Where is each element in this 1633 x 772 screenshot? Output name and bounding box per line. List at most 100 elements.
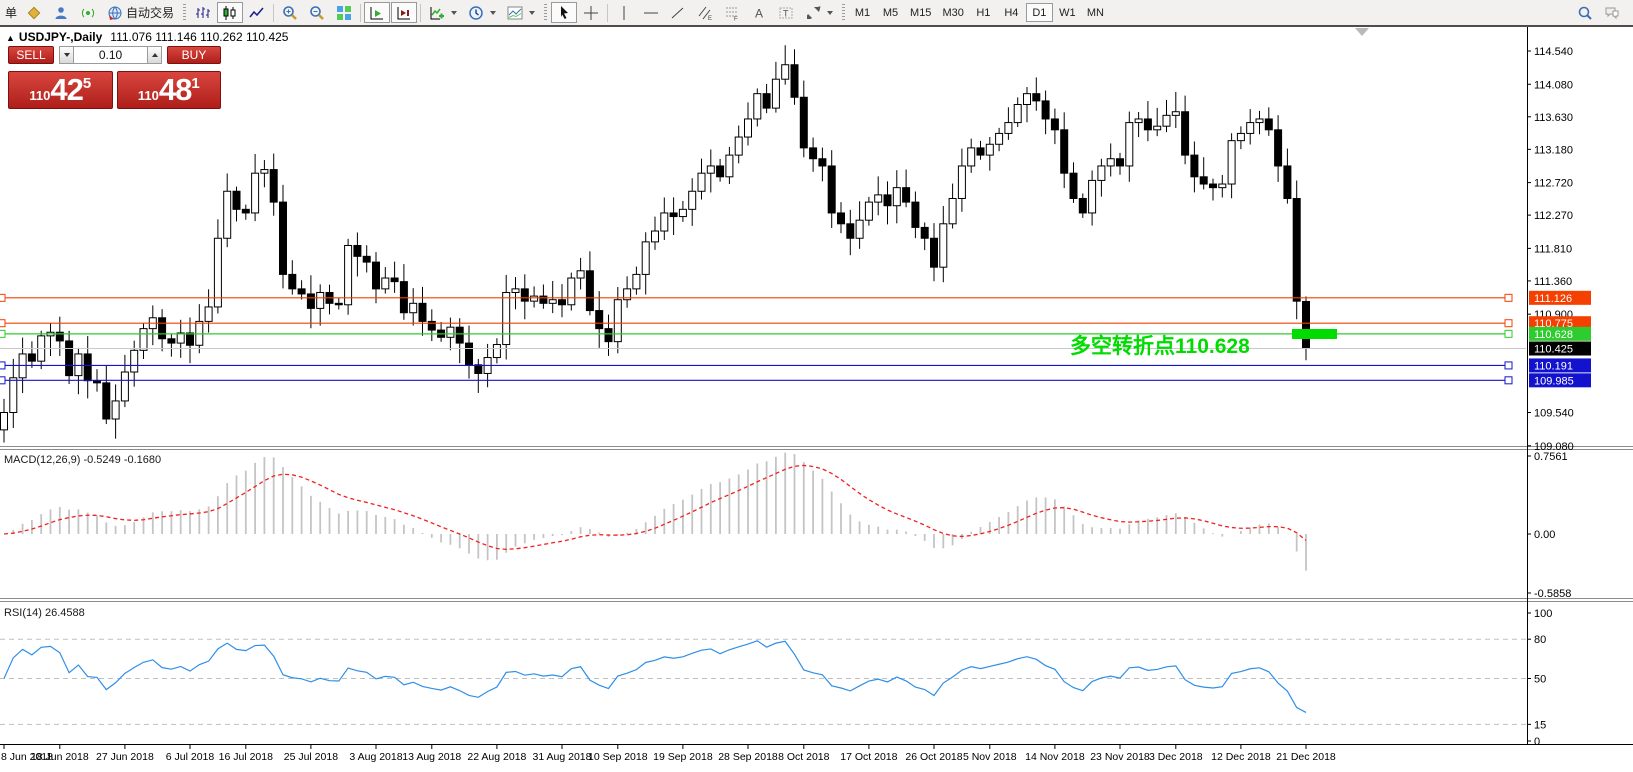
timeframe-h4-button[interactable]: H4 <box>998 3 1025 22</box>
green-rectangle-object[interactable] <box>1292 329 1337 339</box>
price-tag <box>1529 341 1591 356</box>
vertical-line-icon <box>616 5 632 21</box>
buy-price-pips: 48 <box>158 72 192 107</box>
auto-scroll-button[interactable] <box>364 2 391 23</box>
timeframe-m15-button[interactable]: M15 <box>905 3 936 22</box>
price-axis-tick: 111.810 <box>1534 243 1572 255</box>
toolbar-grip[interactable] <box>183 3 187 22</box>
text-tool-button[interactable]: A <box>746 2 772 23</box>
svg-text:T: T <box>783 8 789 18</box>
text-label-tool-button[interactable]: T <box>773 2 799 23</box>
chat-button[interactable] <box>1599 2 1625 23</box>
toolbar-grip[interactable] <box>544 3 548 22</box>
dropdown-arrow-icon <box>490 11 497 18</box>
clock-icon <box>468 5 484 21</box>
svg-text:15: 15 <box>1534 719 1546 731</box>
date-axis-label: 17 Oct 2018 <box>840 751 897 763</box>
timeframe-w1-button[interactable]: W1 <box>1054 3 1081 22</box>
chart-canvas[interactable]: 114.540 114.080 113.630 113.180 112.720 112.2… <box>0 27 1633 772</box>
channel-tool-button[interactable]: E <box>692 2 718 23</box>
buy-button[interactable]: BUY <box>167 46 221 64</box>
dropdown-arrow-icon <box>529 11 536 18</box>
date-axis-label: 3 Aug 2018 <box>349 751 402 763</box>
spinner-down-icon <box>63 53 70 60</box>
cursor-button[interactable] <box>551 2 578 23</box>
symbol-marker-icon: ▲ <box>6 33 15 43</box>
auto-scroll-icon <box>369 5 385 21</box>
toolbar: 单 自动交易 E F A T M1 M5 M15 M30 H1 H4 D1 W1… <box>0 0 1633 27</box>
horizontal-line-icon <box>643 5 659 21</box>
timeframe-h1-button[interactable]: H1 <box>970 3 997 22</box>
new-order-button[interactable]: 单 <box>5 6 18 20</box>
person-icon <box>53 5 69 21</box>
pivot-annotation-text[interactable]: 多空转折点110.628 <box>1070 335 1250 358</box>
sell-button[interactable]: SELL <box>8 46 54 64</box>
rsi-indicator-label: RSI(14) 26.4588 <box>4 607 85 619</box>
trendline-tool-button[interactable] <box>665 2 691 23</box>
templates-button[interactable] <box>502 2 540 23</box>
timeframe-d1-button[interactable]: D1 <box>1025 3 1053 22</box>
svg-text:50: 50 <box>1534 674 1546 686</box>
svg-text:-0.5858: -0.5858 <box>1534 588 1571 600</box>
buy-price-button[interactable]: 110 48 1 <box>116 71 221 109</box>
equidistant-channel-icon: E <box>697 5 713 21</box>
arrows-tool-button[interactable] <box>800 2 838 23</box>
ohlc-bars-icon <box>195 5 211 21</box>
level-lines-layer[interactable] <box>0 293 1513 385</box>
search-button[interactable] <box>1572 2 1598 23</box>
trendline-icon <box>670 5 686 21</box>
timeframe-m1-button[interactable]: M1 <box>849 3 876 22</box>
date-axis-label: 28 Sep 2018 <box>718 751 778 763</box>
zoom-in-button[interactable] <box>277 2 303 23</box>
lot-increase-button[interactable] <box>147 46 162 64</box>
fibonacci-tool-button[interactable]: F <box>719 2 745 23</box>
zoom-out-icon <box>309 5 325 21</box>
date-axis-label: 12 Dec 2018 <box>1211 751 1271 763</box>
price-axis-tick: 112.270 <box>1534 210 1573 222</box>
vertical-line-tool-button[interactable] <box>611 2 637 23</box>
timeframe-m5-button[interactable]: M5 <box>877 3 904 22</box>
toolbar-separator <box>273 3 275 22</box>
svg-text:110.191: 110.191 <box>1534 360 1573 372</box>
dropdown-arrow-icon <box>451 11 458 18</box>
autotrading-button[interactable]: 自动交易 <box>102 2 179 23</box>
periods-button[interactable] <box>463 2 501 23</box>
indicators-button[interactable] <box>424 2 462 23</box>
fibonacci-icon: F <box>724 5 740 21</box>
metaeditor-button[interactable] <box>21 2 47 23</box>
rsi-layer <box>0 638 1526 725</box>
price-axis-tick: 113.180 <box>1534 144 1573 156</box>
date-axis-label: 6 Jul 2018 <box>166 751 215 763</box>
lot-decrease-button[interactable] <box>59 46 74 64</box>
timeframe-m30-button[interactable]: M30 <box>937 3 968 22</box>
crosshair-button[interactable] <box>578 2 604 23</box>
zoom-out-button[interactable] <box>304 2 330 23</box>
svg-text:0.7561: 0.7561 <box>1534 451 1568 463</box>
autotrading-label: 自动交易 <box>126 6 175 20</box>
line-chart-button[interactable] <box>244 2 270 23</box>
community-button[interactable] <box>48 2 74 23</box>
date-axis-label: 31 Aug 2018 <box>533 751 592 763</box>
bar-chart-button[interactable] <box>190 2 216 23</box>
candlestick-chart-button[interactable] <box>217 2 244 23</box>
timeframe-mn-button[interactable]: MN <box>1082 3 1109 22</box>
date-axis-label: 27 Jun 2018 <box>96 751 154 763</box>
price-axis-tick: 114.540 <box>1534 46 1573 58</box>
sell-price-button[interactable]: 110 42 5 <box>8 71 113 109</box>
chart-shift-marker-icon[interactable] <box>1355 28 1369 36</box>
toolbar-grip[interactable] <box>842 3 846 22</box>
indicators-icon <box>429 5 445 21</box>
horizontal-line-tool-button[interactable] <box>638 2 664 23</box>
crosshair-icon <box>583 5 599 21</box>
sell-price-figure: 110 <box>29 88 51 103</box>
lot-size-input[interactable] <box>74 46 147 64</box>
candles-layer <box>0 45 1310 443</box>
news-button[interactable] <box>75 2 101 23</box>
macd-layer <box>3 452 1307 571</box>
tile-windows-button[interactable] <box>331 2 357 23</box>
date-axis-label: 22 Aug 2018 <box>467 751 526 763</box>
svg-text:100: 100 <box>1534 608 1552 620</box>
chat-bubbles-icon <box>1604 5 1620 21</box>
chart-shift-button[interactable] <box>391 2 418 23</box>
